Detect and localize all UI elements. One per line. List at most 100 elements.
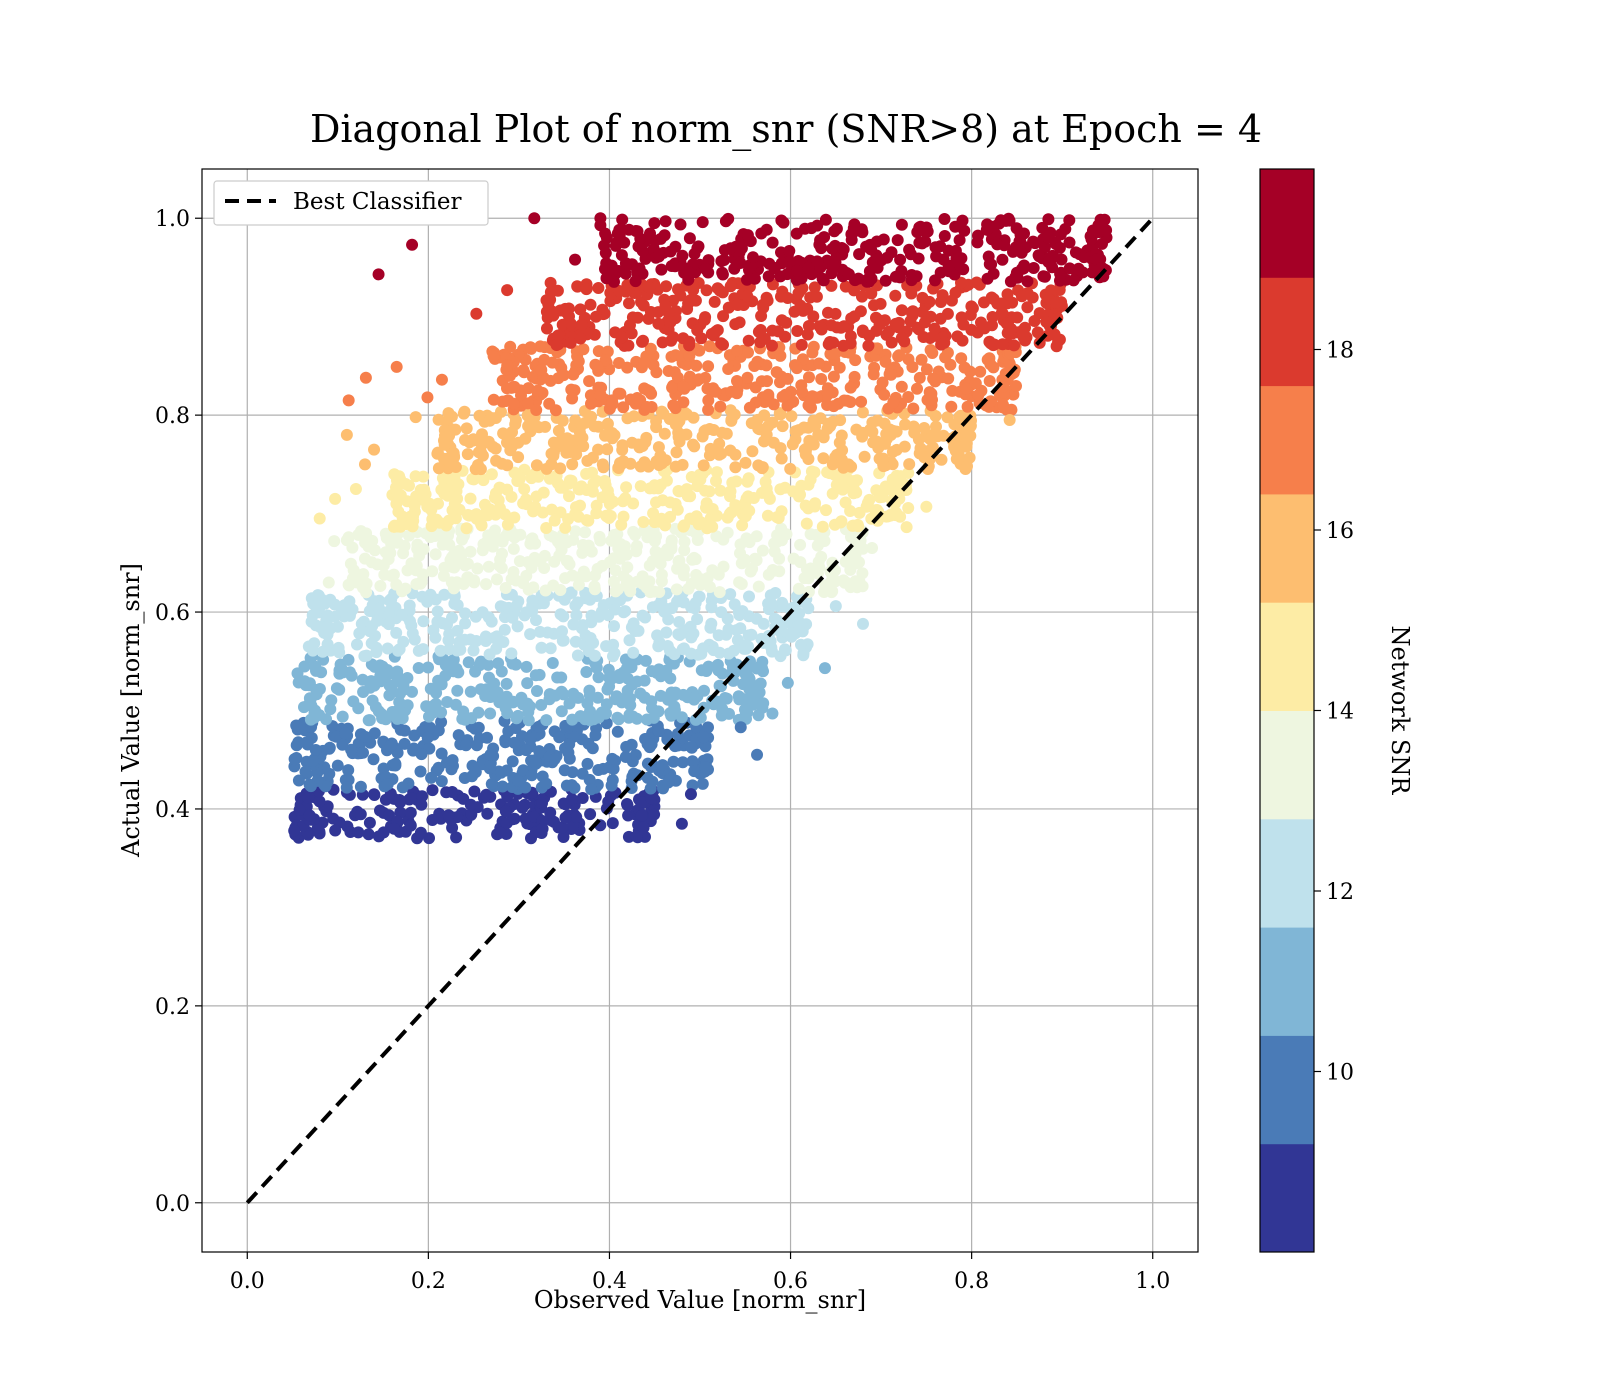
point [902,467,915,479]
point [451,684,464,697]
point [316,645,329,658]
point [678,544,691,557]
point [837,339,850,352]
point [921,225,934,238]
point [484,748,497,761]
scatter-points [288,212,1113,845]
point [421,595,434,608]
point [354,780,367,793]
point [732,606,745,618]
outlier-point [594,212,607,225]
point [903,458,916,471]
point [858,450,871,463]
point [724,588,737,601]
point [531,685,543,697]
point [585,616,598,629]
point [526,594,539,607]
point [757,301,770,314]
point [367,753,380,766]
outlier-point [399,478,412,491]
point [710,466,723,479]
point [624,319,636,331]
point [421,731,434,744]
point [690,359,703,372]
point [584,593,596,606]
point [383,809,395,822]
point [853,575,866,588]
point [714,484,727,497]
point [1042,256,1055,268]
point [676,458,689,471]
point [837,461,850,474]
point [344,557,357,570]
outlier-point [528,212,541,225]
point [494,553,507,566]
point [554,584,567,596]
point [538,353,551,366]
point [826,458,839,471]
outlier-point [630,830,643,843]
point [893,349,906,362]
legend: Best Classifier [213,180,489,226]
point [650,415,663,428]
point [729,318,742,331]
point [603,498,616,510]
point [508,511,521,524]
point [452,729,465,742]
colorbar-label: Network SNR [1386,626,1414,796]
x-axis-ticks: 0.0 0.2 0.4 0.6 0.8 1.0 [230,1252,1170,1294]
point [652,317,665,330]
outlier-point [781,676,794,689]
point [487,350,500,363]
point [548,555,561,568]
point [507,397,520,410]
point [887,425,900,437]
point [939,351,952,364]
point [714,400,727,413]
point [460,739,472,752]
point [482,658,495,671]
point [446,560,459,573]
point [780,316,793,329]
point [972,389,985,402]
point [401,564,414,577]
point [645,738,658,751]
point [844,396,857,408]
point [747,698,760,711]
point [525,342,538,355]
point [995,297,1008,310]
point [477,474,490,487]
band-points [288,783,661,845]
point [753,661,766,674]
outlier-point [322,576,335,589]
point [553,731,566,744]
point [794,538,807,551]
point [863,493,876,506]
point [698,684,710,697]
point [957,318,970,331]
point [768,545,781,558]
point [429,631,442,644]
point [518,609,531,622]
point [1017,331,1030,344]
outlier-point [409,411,422,424]
outlier-point [734,721,747,734]
point [538,549,551,562]
point [731,344,743,357]
point [293,803,306,816]
point [574,303,587,316]
point [526,532,539,545]
point [911,226,924,239]
point [498,623,511,636]
point [495,405,507,418]
point [360,530,372,543]
point [598,475,611,487]
point [571,596,584,609]
point [661,549,674,562]
point [592,443,605,456]
point [813,357,825,370]
point [389,757,402,770]
point [675,711,688,724]
point [391,486,404,499]
point [986,311,999,323]
